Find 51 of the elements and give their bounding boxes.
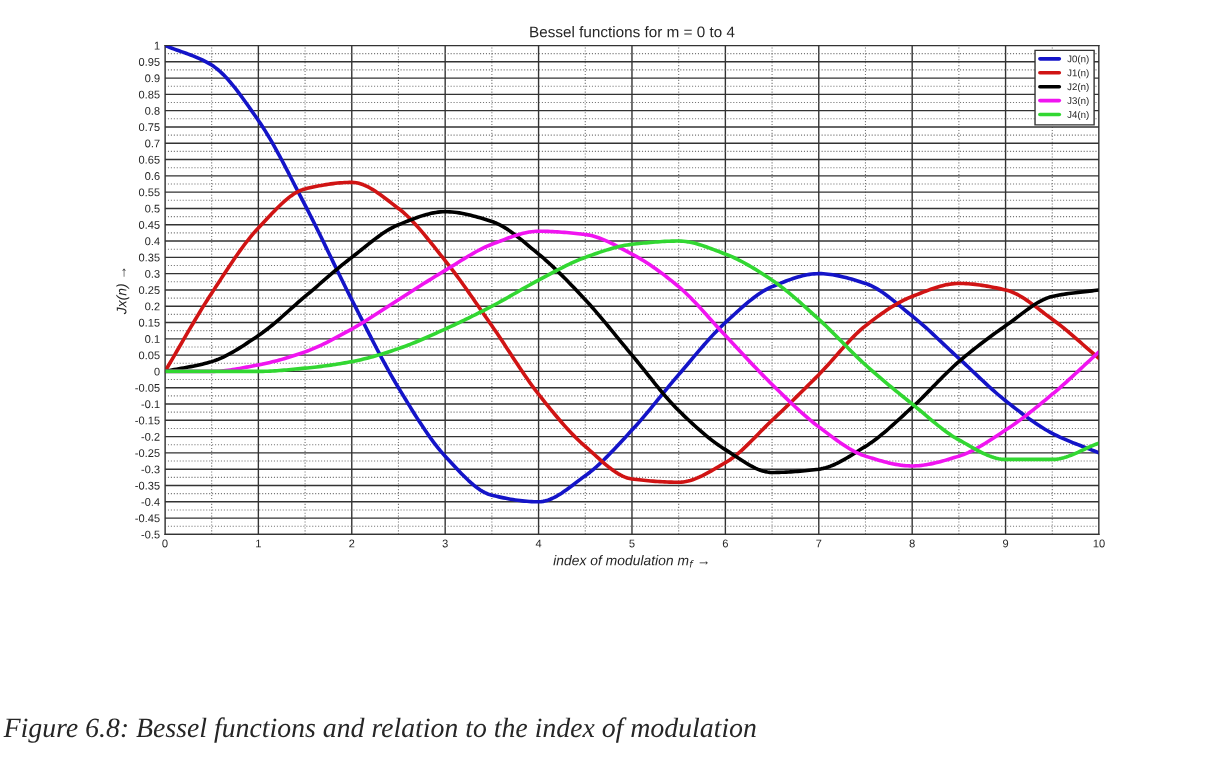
y-tick-label: 0.35	[138, 253, 160, 262]
legend-label: J0(n)	[1067, 55, 1089, 65]
x-tick-label: 6	[722, 539, 728, 548]
x-tick-label: 10	[1093, 539, 1105, 548]
x-axis-title: index of modulation m$_{f}$ →	[553, 555, 708, 568]
y-tick-label: 0.15	[138, 318, 160, 327]
y-tick-label: 0.8	[145, 106, 160, 115]
y-tick-label: 0.9	[145, 74, 160, 83]
y-tick-label: 0.85	[138, 90, 160, 99]
y-tick-label: 0.6	[145, 172, 160, 180]
y-tick-label: -0.5	[141, 530, 160, 539]
y-tick-label: -0.35	[135, 481, 160, 490]
x-tick-label: 5	[629, 539, 635, 548]
y-tick-label: 0.5	[145, 204, 160, 213]
y-tick-label: 0.25	[138, 286, 160, 295]
legend-label: J1(n)	[1067, 69, 1089, 79]
y-tick-label: 0.2	[145, 302, 160, 311]
x-tick-label: 7	[816, 539, 822, 548]
x-tick-label: 8	[909, 539, 915, 548]
y-axis-title: Jx(n) →	[116, 268, 130, 315]
y-tick-label: -0.4	[141, 498, 160, 506]
x-tick-label: 4	[535, 539, 542, 548]
y-tick-label: -0.2	[141, 432, 160, 441]
y-tick-label: 0.65	[138, 155, 160, 164]
x-tick-label: 0	[162, 539, 168, 548]
y-tick-label: 0.1	[145, 335, 160, 343]
y-tick-label: -0.1	[141, 400, 160, 409]
y-tick-label: 1	[154, 41, 160, 50]
y-tick-label: 0.05	[138, 351, 160, 360]
y-tick-label: -0.05	[135, 383, 160, 392]
y-tick-label: 0.75	[138, 123, 160, 132]
y-tick-label: 0.7	[145, 139, 160, 148]
y-tick-label: -0.45	[135, 514, 160, 523]
y-tick-label: 0	[154, 367, 160, 376]
y-tick-label: -0.15	[135, 416, 160, 425]
x-tick-label: 3	[442, 539, 448, 548]
y-tick-label: 0.95	[138, 58, 160, 66]
y-tick-label: 0.3	[145, 269, 160, 278]
y-tick-label: 0.55	[138, 188, 160, 197]
x-tick-label: 1	[256, 539, 261, 548]
x-tick-label: 2	[349, 539, 355, 548]
chart-title: Bessel functions for m = 0 to 4	[530, 26, 735, 38]
y-tick-label: -0.3	[141, 465, 160, 474]
caption: Figure 6.8: Bessel functions and relation to the index of modulation	[3, 717, 756, 743]
x-tick-label: 9	[1003, 539, 1009, 548]
y-tick-label: 0.4	[145, 237, 160, 246]
y-tick-label: 0.45	[138, 221, 160, 229]
legend-label: J2(n)	[1067, 83, 1089, 93]
legend-label: J4(n)	[1067, 110, 1089, 120]
legend-label: J3(n)	[1067, 96, 1089, 107]
y-tick-label: -0.25	[135, 449, 160, 458]
